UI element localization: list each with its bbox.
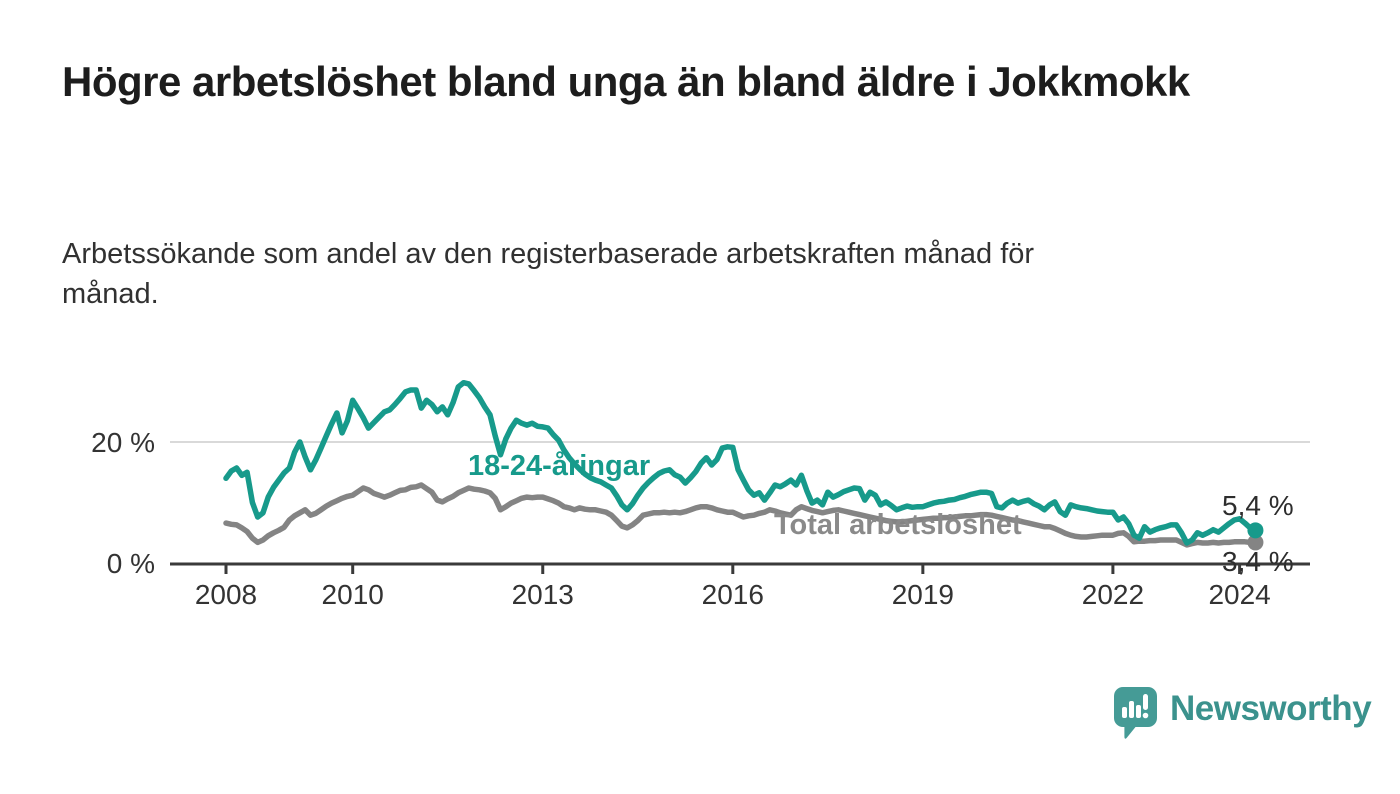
series-label-total: Total arbetslöshet xyxy=(774,509,1022,541)
x-tick-label: 2008 xyxy=(195,579,257,610)
series-line-0 xyxy=(223,482,1259,548)
x-tick-label: 2013 xyxy=(512,579,574,610)
logo-exclamation-bar xyxy=(1143,694,1148,710)
series-end-dot-1 xyxy=(1247,522,1264,539)
newsworthy-logo-icon xyxy=(1114,687,1157,739)
end-value-label-youth: 5,4 % xyxy=(1222,490,1294,521)
y-tick-label: 0 % xyxy=(107,548,155,579)
chart-subtitle: Arbetssökande som andel av den registerb… xyxy=(62,238,1035,311)
logo-bar-1 xyxy=(1122,707,1127,718)
logo-bar-2 xyxy=(1129,701,1134,718)
logo-bar-3 xyxy=(1136,705,1141,718)
end-value-label-total: 3,4 % xyxy=(1222,546,1294,577)
x-tick-label: 2016 xyxy=(702,579,764,610)
series-end-dot-0 xyxy=(1247,534,1264,551)
y-tick-label: 20 % xyxy=(91,427,155,458)
series-label-youth: 18-24-åringar xyxy=(468,450,651,482)
series-line-1 xyxy=(223,379,1259,546)
logo-bubble-shape xyxy=(1114,687,1157,739)
x-tick-label: 2019 xyxy=(892,579,954,610)
newsworthy-wordmark: Newsworthy xyxy=(1170,689,1372,728)
newsworthy-logo[interactable]: Newsworthy xyxy=(1113,686,1372,740)
x-tick-label: 2010 xyxy=(322,579,384,610)
page-title: Högre arbetslöshet bland unga än bland ä… xyxy=(62,58,1190,105)
x-tick-label: 2022 xyxy=(1082,579,1144,610)
logo-exclamation-dot xyxy=(1142,712,1149,719)
x-tick-label: 2024 xyxy=(1208,579,1270,610)
